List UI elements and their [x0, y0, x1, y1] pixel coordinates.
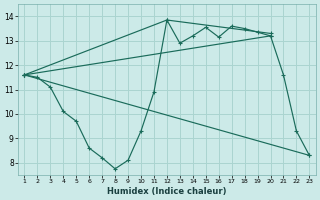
X-axis label: Humidex (Indice chaleur): Humidex (Indice chaleur): [107, 187, 227, 196]
